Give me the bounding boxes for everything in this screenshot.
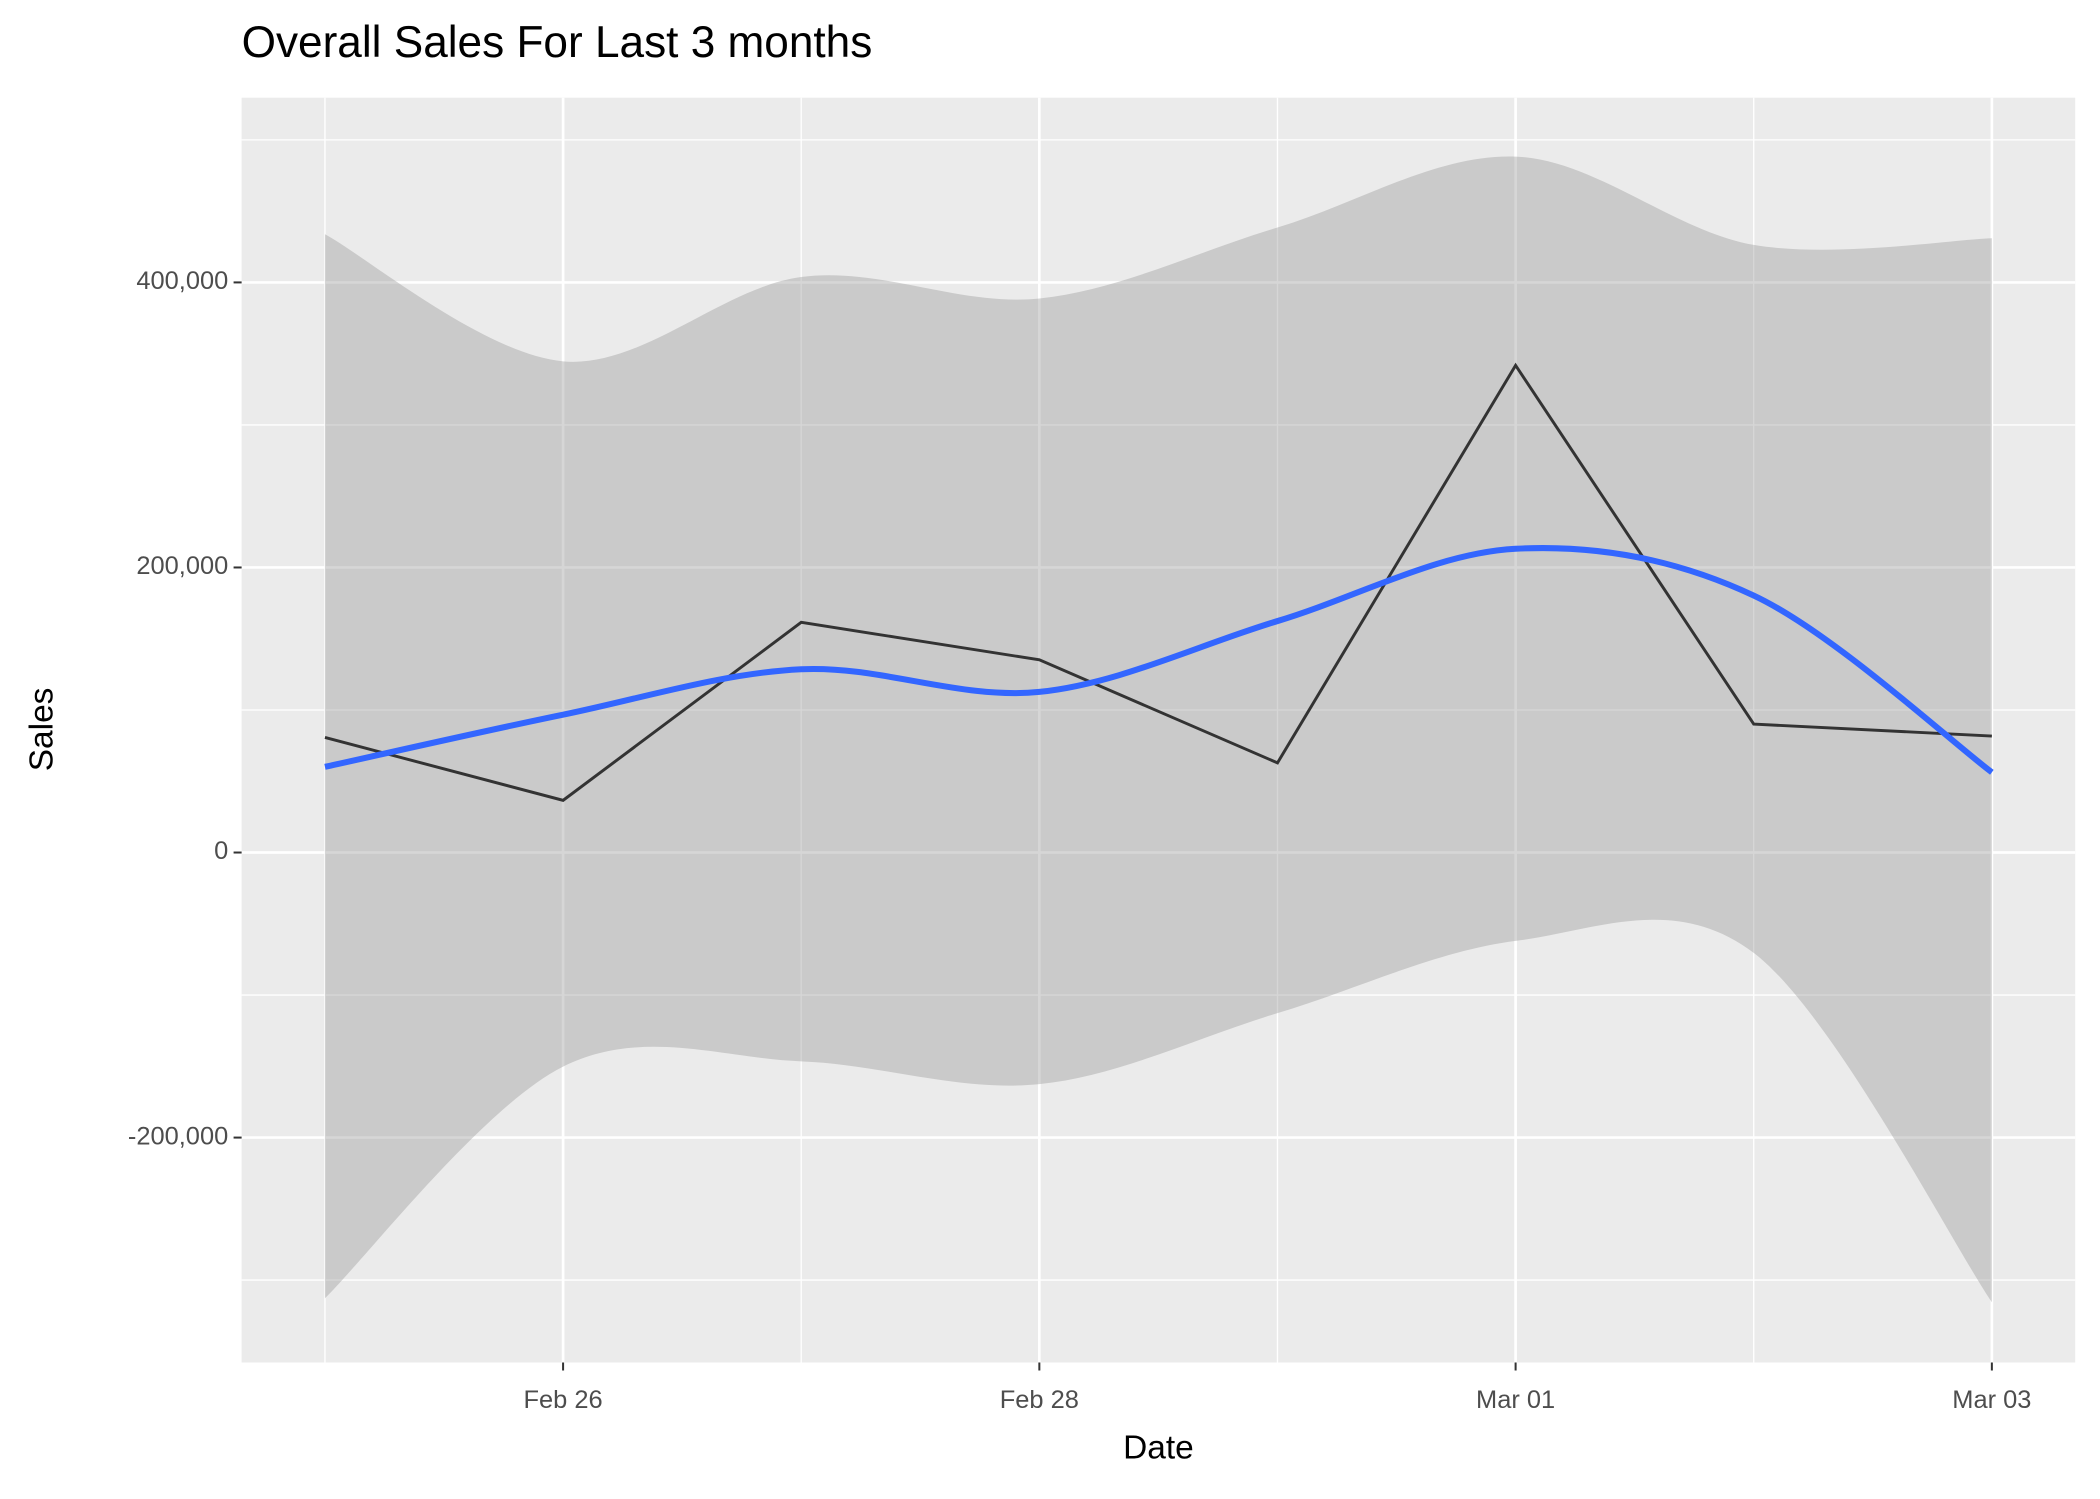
confidence-band <box>324 156 1992 1303</box>
sales-line <box>324 362 1992 802</box>
grid <box>241 97 2076 1363</box>
y-tick-label: 400,000 <box>136 267 228 295</box>
chart-title: Overall Sales For Last 3 months <box>242 18 873 67</box>
x-tick-label: Feb 28 <box>1000 1386 1079 1414</box>
plot-area <box>324 156 1994 1303</box>
x-tick-label: Mar 01 <box>1476 1386 1555 1414</box>
y-tick-label: 0 <box>214 837 228 865</box>
x-tick-label: Feb 26 <box>524 1386 603 1414</box>
y-axis-title: Sales <box>23 688 60 772</box>
panel <box>241 97 2076 1363</box>
x-axis-title: Date <box>1123 1429 1194 1466</box>
x-tick-label: Mar 03 <box>1952 1386 2031 1414</box>
axes: -200,000 0 200,000 400,000 Feb 26 Feb 28 Mar 0… <box>128 267 2031 1414</box>
y-tick-label: -200,000 <box>128 1122 228 1150</box>
smooth-line <box>324 545 1994 775</box>
y-tick-label: 200,000 <box>136 552 228 580</box>
